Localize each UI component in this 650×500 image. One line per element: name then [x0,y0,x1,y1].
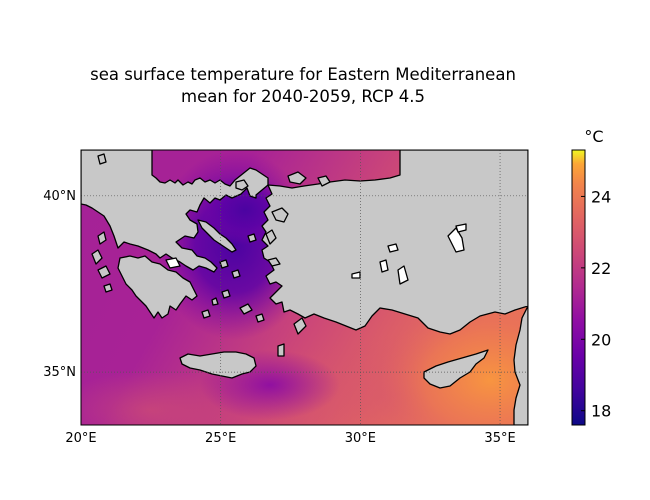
lon-tick-label: 35°E [484,431,515,446]
karpathos-land [277,343,285,357]
balkans-greece-land [81,150,269,273]
lake-feature-4 [379,259,389,273]
corfu-land [97,231,107,245]
kefalonia-land [97,265,111,279]
lake-feature-6 [455,223,467,233]
aegean-islet-3-land [247,233,257,243]
landmasses [81,150,528,425]
colorbar-unit-label: °C [584,127,603,146]
lake-feature-5 [351,271,361,279]
cyclades-island-2-land [201,309,211,319]
naxos-land [239,303,253,315]
crete-land [179,351,257,379]
ionian-island-land [91,249,103,265]
lake-feature-1 [387,243,399,253]
aegean-islet-land [231,269,241,279]
map-title-line-1: sea surface temperature for Eastern Medi… [90,65,516,84]
zakynthos-land [103,283,113,293]
levant-coast-land [513,305,528,425]
marmara-islands-land [287,171,307,185]
colorbar-tick-label: 20 [591,330,611,349]
lon-tick-label: 20°E [65,431,96,446]
aegean-islet-2-land [219,259,229,269]
graticule [81,150,528,425]
lake-feature-7 [165,257,181,269]
lesbos-land [271,207,289,223]
north-islet-land [97,153,107,165]
euboea-land [197,219,237,253]
colorbar [571,149,586,426]
colorbar-tick-label: 22 [591,259,611,278]
lake-feature-3 [397,265,409,285]
marmara-island-2-land [317,175,331,187]
cyclades-island-land [221,289,231,299]
samos-land [267,257,281,267]
cyprus-land [423,349,489,389]
lat-tick-label: 35°N [43,365,76,380]
cyclades-island-3-land [255,313,265,323]
map-title-line-2: mean for 2040-2059, RCP 4.5 [181,87,425,106]
map-frame [80,149,529,426]
lake-feature-2 [447,227,465,253]
lon-tick-label: 30°E [345,431,376,446]
anatolia-land [261,150,528,335]
lat-tick-label: 40°N [43,189,76,204]
colorbar-tick-label: 18 [591,402,611,421]
axis-tick-labels: 20°E 25°E 30°E 35°E 35°N 40°N [43,189,515,446]
chios-land [265,229,277,245]
thasos-land [235,179,249,191]
colorbar-ticks: 18 20 22 24 [581,187,611,421]
cyclades-island-4-land [211,297,219,306]
peloponnese-land [117,255,198,319]
rhodes-land [293,317,307,335]
colorbar-tick-label: 24 [591,187,611,206]
lon-tick-label: 25°E [205,431,236,446]
